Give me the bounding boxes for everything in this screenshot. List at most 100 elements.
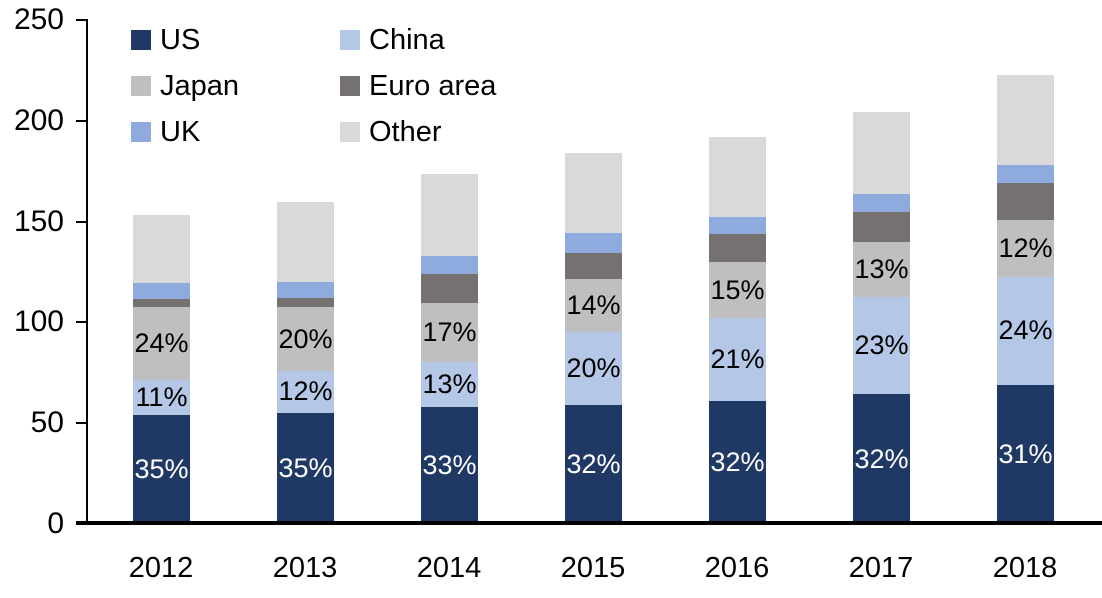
segment-japan-2017: 13% (853, 241, 910, 298)
segment-other-2014 (421, 174, 478, 256)
segment-japan-2016: 15% (709, 261, 766, 319)
segment-china-2014: 13% (421, 361, 478, 408)
x-axis-line (76, 521, 1102, 525)
segment-percent-label: 31% (998, 438, 1053, 469)
segment-percent-label: 32% (710, 447, 765, 477)
segment-percent-label: 13% (422, 368, 477, 399)
bar-2018: 31% 24% 12% (997, 75, 1054, 524)
segment-japan-2013: 20% (277, 307, 334, 371)
y-axis-tick-label: 50 (30, 406, 64, 439)
y-axis-tick-label: 200 (13, 104, 64, 137)
y-axis-tick-label: 150 (13, 205, 64, 238)
legend-label-japan: Japan (160, 70, 240, 102)
segment-percent-label: 15% (710, 274, 765, 305)
segment-percent-label: 32% (854, 443, 909, 474)
segment-us-2016: 32% (709, 401, 766, 524)
segment-percent-label: 33% (422, 450, 477, 481)
x-axis-tick-label: 2015 (560, 552, 626, 584)
y-axis-tick (76, 221, 88, 223)
segment-other-2016 (709, 137, 766, 217)
segment-percent-label: 17% (422, 316, 477, 347)
y-axis-line (86, 20, 88, 524)
segment-percent-label: 35% (134, 454, 189, 485)
legend-label-other: Other (369, 116, 442, 148)
x-axis-tick-label: 2014 (416, 552, 482, 584)
x-axis-tick-label: 2016 (704, 552, 770, 584)
bar-2016: 32% 21% 15% (709, 137, 766, 524)
y-axis-tick (76, 19, 88, 21)
bar-2013: 35% 12% 20% (277, 201, 334, 524)
bar-2015: 32% 20% 14% (565, 153, 622, 524)
segment-euro-area-2018 (997, 183, 1054, 220)
segment-percent-label: 20% (278, 323, 333, 354)
segment-china-2017: 23% (853, 297, 910, 394)
legend-swatch-other (340, 122, 360, 142)
segment-us-2012: 35% (133, 415, 190, 524)
bar-2014: 33% 13% 17% (421, 174, 478, 524)
segment-other-2012 (133, 214, 190, 284)
legend-label-euro-area: Euro area (369, 70, 497, 102)
segment-us-2015: 32% (565, 405, 622, 524)
segment-percent-label: 24% (134, 328, 189, 359)
segment-percent-label: 12% (998, 232, 1053, 263)
segment-uk-2016 (709, 216, 766, 234)
segment-china-2016: 21% (709, 318, 766, 401)
legend-label-us: US (160, 24, 201, 56)
y-axis-tick-label: 100 (13, 305, 64, 338)
legend-label-china: China (369, 24, 445, 56)
bar-2012: 35% 11% 24% (133, 214, 190, 524)
bar-2017: 32% 23% 13% (853, 111, 910, 524)
segment-uk-2012 (133, 283, 190, 300)
y-axis-tick (76, 321, 88, 323)
segment-euro-area-2015 (565, 252, 622, 280)
y-axis-tick-label: 0 (47, 507, 64, 540)
legend-swatch-uk (131, 122, 151, 142)
segment-japan-2014: 17% (421, 303, 478, 362)
segment-us-2017: 32% (853, 394, 910, 524)
legend-swatch-euro-area (340, 76, 360, 96)
segment-japan-2012: 24% (133, 307, 190, 380)
x-axis-tick-label: 2013 (272, 552, 338, 584)
segment-us-2013: 35% (277, 413, 334, 524)
segment-euro-area-2014 (421, 274, 478, 304)
segment-percent-label: 11% (135, 381, 188, 412)
legend-swatch-china (340, 30, 360, 50)
legend-item-other: Other (340, 116, 442, 148)
legend-swatch-us (131, 30, 151, 50)
segment-other-2015 (565, 153, 622, 233)
segment-china-2015: 20% (565, 331, 622, 406)
segment-us-2018: 31% (997, 384, 1054, 524)
y-axis-tick (76, 120, 88, 122)
segment-percent-label: 20% (566, 352, 621, 383)
segment-euro-area-2016 (709, 233, 766, 262)
segment-china-2018: 24% (997, 277, 1054, 385)
segment-percent-label: 12% (278, 376, 333, 407)
segment-euro-area-2013 (277, 298, 334, 308)
x-axis-tick-label: 2017 (848, 552, 914, 584)
legend-swatch-japan (131, 76, 151, 96)
segment-other-2018 (997, 75, 1054, 166)
legend-label-uk: UK (160, 116, 201, 148)
segment-uk-2018 (997, 165, 1054, 184)
legend-item-china: China (340, 24, 445, 56)
y-axis-tick (76, 422, 88, 424)
legend-item-uk: UK (131, 116, 201, 148)
x-axis-tick-label: 2018 (992, 552, 1058, 584)
segment-percent-label: 23% (854, 330, 909, 361)
segment-us-2014: 33% (421, 407, 478, 524)
segment-percent-label: 14% (566, 289, 621, 320)
segment-percent-label: 32% (566, 449, 621, 480)
segment-japan-2015: 14% (565, 279, 622, 332)
segment-percent-label: 24% (998, 315, 1053, 346)
x-axis-tick-label: 2012 (128, 552, 194, 584)
segment-japan-2018: 12% (997, 219, 1054, 278)
segment-uk-2014 (421, 255, 478, 275)
segment-uk-2015 (565, 232, 622, 253)
legend-item-euro-area: Euro area (340, 70, 497, 102)
segment-china-2012: 11% (133, 379, 190, 416)
y-axis-tick-label: 250 (13, 3, 64, 36)
segment-uk-2013 (277, 282, 334, 299)
segment-other-2017 (853, 111, 910, 194)
segment-percent-label: 35% (278, 453, 333, 484)
